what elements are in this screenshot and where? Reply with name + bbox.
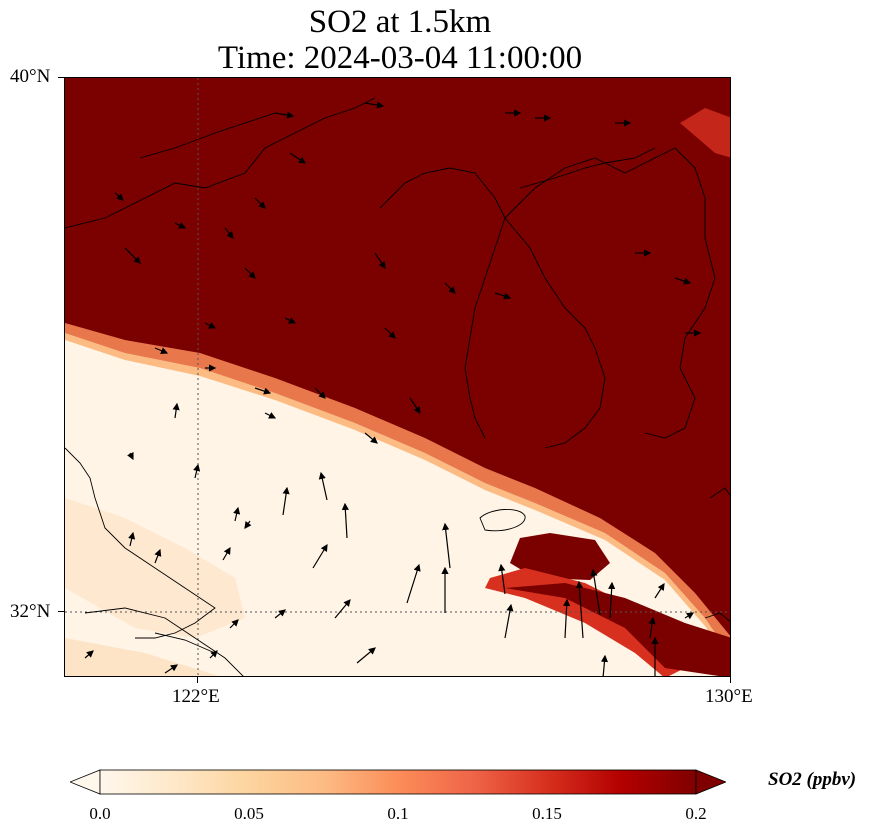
colorbar-tick-label: 0.0: [89, 804, 111, 823]
colorbar-tick-label: 0.1: [387, 804, 409, 823]
colorbar-tick-label: 0.05: [234, 804, 264, 823]
wind-arrow: [244, 267, 256, 279]
wind-arrow: [229, 619, 239, 629]
wind-arrow: [233, 506, 241, 522]
wind-arrow: [164, 664, 178, 674]
wind-arrow: [222, 546, 231, 561]
wind-arrow: [128, 531, 136, 547]
wind-arrow: [444, 282, 456, 294]
so2-map: [65, 78, 730, 676]
wind-arrow: [674, 277, 692, 285]
wind-arrow: [406, 563, 421, 604]
wind-arrow: [254, 197, 266, 209]
colorbar-tick-label: 0.15: [532, 804, 562, 823]
wind-arrow: [590, 568, 601, 616]
wind-arrow: [174, 222, 187, 229]
lon-tick-label-130: 130°E: [705, 686, 753, 707]
lat-tickmark: [58, 611, 64, 612]
map-title-line1: SO2 at 1.5km: [308, 4, 492, 40]
wind-arrow: [364, 101, 385, 109]
wind-arrow: [504, 603, 514, 639]
lon-tickmark: [730, 677, 731, 683]
map-panel: [64, 77, 731, 677]
wind-arrow: [600, 654, 609, 676]
wind-arrow: [312, 543, 328, 569]
colorbar-body: [99, 769, 697, 795]
lat-tickmark: [58, 77, 64, 78]
colorbar-extend-min: [70, 769, 101, 795]
wind-arrow: [684, 612, 695, 620]
wind-arrow: [575, 580, 584, 639]
map-title-line2: Time: 2024-03-04 11:00:00: [217, 40, 583, 76]
wind-arrow: [356, 647, 376, 664]
wind-arrow: [384, 327, 396, 339]
high-so2-pocket: [510, 533, 610, 580]
lat-tick-label-32: 32°N: [10, 601, 51, 622]
colorbar: [70, 769, 726, 795]
wind-arrow: [364, 432, 378, 444]
wind-arrow: [284, 317, 297, 324]
wind-arrow: [154, 347, 169, 355]
wind-arrow: [127, 452, 134, 461]
colorbar-tick-label: 0.2: [685, 804, 707, 823]
wind-arrow: [193, 463, 201, 479]
wind-arrow: [254, 387, 272, 395]
wind-arrow: [563, 598, 571, 639]
wind-arrow: [608, 581, 616, 619]
lon-tickmark: [197, 677, 198, 683]
wind-arrow: [314, 387, 326, 399]
wind-arrow: [124, 247, 141, 264]
top-right-streak: [680, 108, 730, 158]
wind-arrow: [282, 486, 290, 516]
wind-arrow: [494, 292, 512, 300]
low-patch: [65, 638, 219, 676]
wind-arrow: [648, 616, 656, 639]
wind-arrow: [334, 599, 351, 619]
wind-arrow: [172, 402, 180, 419]
high-so2-pocket-lower: [505, 583, 730, 676]
wind-arrow: [264, 412, 277, 419]
wind-arrow: [318, 471, 328, 501]
wind-arrow: [409, 397, 421, 414]
wind-arrow: [274, 111, 295, 119]
wind-arrows: [84, 101, 702, 676]
colorbar-title: SO2 (ppbv): [768, 769, 857, 790]
wind-arrow: [209, 650, 218, 659]
wind-arrow: [224, 227, 234, 239]
wind-arrow: [654, 582, 665, 599]
wind-arrow: [204, 322, 217, 329]
coastlines: [65, 97, 730, 676]
wind-arrow: [498, 563, 506, 595]
wind-arrow: [374, 252, 386, 269]
colorbar-extend-max: [695, 769, 726, 795]
wind-arrow: [289, 152, 306, 164]
wind-arrow: [114, 192, 124, 201]
lon-tick-label-122: 122°E: [172, 686, 220, 707]
high-so2-pocket-edge: [485, 568, 685, 676]
wind-arrow: [274, 609, 286, 619]
wind-arrow: [84, 650, 94, 659]
wind-arrow: [341, 502, 349, 539]
wind-arrow: [244, 520, 252, 529]
wind-arrow: [154, 548, 162, 564]
lat-tick-label-40: 40°N: [10, 66, 51, 87]
wind-arrow: [442, 522, 451, 569]
